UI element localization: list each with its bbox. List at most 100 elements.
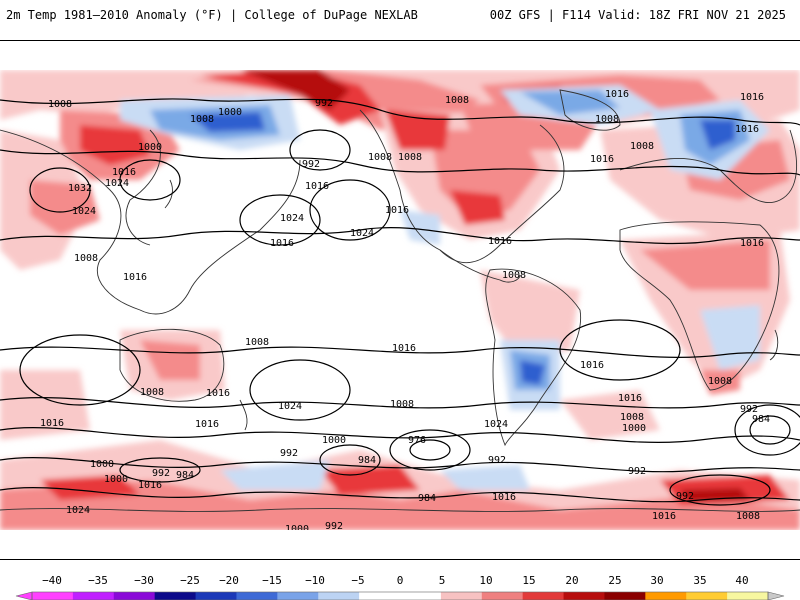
isobar-label: 1008 [620,412,644,423]
isobar-label: 1016 [112,167,136,178]
scale-tick: 40 [735,574,748,587]
isobar-label: 1016 [590,154,614,165]
isobar-label: 984 [418,493,436,504]
scale-swatch [481,592,524,600]
isobar-label: 1008 [390,399,414,410]
isobar-label: 1000 [285,524,309,530]
isobar-label: 1016 [740,238,764,249]
isobar-label: 1016 [270,238,294,249]
isobar-label: 1016 [605,89,629,100]
scale-swatch [113,592,156,600]
isobar-label: 1016 [618,393,642,404]
isobar-label: 1008 [245,337,269,348]
isobar-label: 1008 [140,387,164,398]
isobar-label: 1024 [278,401,302,412]
scale-tick: 15 [522,574,535,587]
isobar-label: 992 [676,491,694,502]
isobar-label: 1016 [305,181,329,192]
map-canvas: .warm-l{fill:#f9c9c9;} .warm-m{fill:#f48… [0,70,800,530]
footer-rule [0,559,800,560]
scale-tick: 10 [479,574,492,587]
isobar-label: 1016 [40,418,64,429]
isobar-label: 1016 [123,272,147,283]
map-title: 2m Temp 1981–2010 Anomaly (°F) | College… [6,8,418,22]
isobar-label: 1016 [492,492,516,503]
scale-swatch [72,592,115,600]
color-scale-swatches [15,591,785,600]
isobar-label: 1008 [708,376,732,387]
scale-swatch [318,592,360,600]
scale-tick: 20 [565,574,578,587]
isobar-label: 1008 [502,270,526,281]
scale-swatch [686,592,728,600]
isobar-label: 1016 [488,236,512,247]
color-scale-ticks: −40 −35 −30 −25 −20 −15 −10 −5 0 5 10 15… [42,574,749,587]
scale-tick: 30 [650,574,663,587]
isobar-label: 1024 [280,213,304,224]
isobar-label: 992 [325,521,343,530]
isobar-label: 1024 [66,505,90,516]
isobar-label: 1008 [48,99,72,110]
isobar-label: 1016 [580,360,604,371]
isobar-label: 1000 [322,435,346,446]
isobar-label: 1008 [74,253,98,264]
isobar-label: 1024 [105,178,129,189]
isobar-label: 1008 [595,114,619,125]
scale-tick: −20 [219,574,239,587]
isobar-label: 1016 [392,343,416,354]
scale-min-arrow [15,591,33,600]
isobar-label: 1016 [652,511,676,522]
scale-swatch [604,592,646,600]
isobar-label: 992 [302,159,320,170]
isobar-label: 1032 [68,183,92,194]
scale-swatch [727,592,769,600]
scale-tick: −15 [262,574,282,587]
isobars [0,98,800,506]
isobar-label: 1016 [385,205,409,216]
isobar-label: 984 [176,470,194,481]
scale-swatch [32,592,74,600]
scale-tick: −5 [351,574,364,587]
scale-swatch [563,592,605,600]
isobar-label: 1008 [190,114,214,125]
isobar-label: 1008 [630,141,654,152]
isobar-label: 992 [315,98,333,109]
isobar-label: 1016 [138,480,162,491]
scale-swatch [195,592,237,600]
isobar-label: 984 [358,455,376,466]
run-info: 00Z GFS | F114 Valid: 18Z FRI NOV 21 202… [489,8,786,22]
scale-tick: −10 [305,574,325,587]
isobar-label: 1008 [398,152,422,163]
isobar-label: 1008 [368,152,392,163]
isobar-label: 1008 [736,511,760,522]
isobar-label: 1000 [622,423,646,434]
isobar-labels: 1008 1000 992 1008 1016 1008 1008 1000 1… [40,89,770,530]
header-bar: 2m Temp 1981–2010 Anomaly (°F) | College… [0,0,800,41]
scale-swatch [440,592,483,600]
scale-swatch [645,592,687,600]
scale-tick: 5 [439,574,446,587]
isobar-label: 992 [740,404,758,415]
scale-tick: 25 [608,574,621,587]
isobar-label: 1016 [735,124,759,135]
temperature-anomaly-shading [0,70,800,530]
scale-swatch [400,592,442,600]
isobar-label: 1000 [104,474,128,485]
isobar-label: 1008 [445,95,469,106]
isobar-label: 992 [280,448,298,459]
anomaly-map: .warm-l{fill:#f9c9c9;} .warm-m{fill:#f48… [0,70,800,530]
isobar-label: 992 [628,466,646,477]
isobar-label: 1024 [350,228,374,239]
scale-swatch [277,592,319,600]
color-scale: −40 −35 −30 −25 −20 −15 −10 −5 0 5 10 15… [0,566,800,600]
scale-tick: 35 [693,574,706,587]
scale-outline [31,591,769,600]
coastlines [0,89,800,512]
isobar-label: 1016 [206,388,230,399]
scale-swatch [236,592,278,600]
scale-tick: −25 [180,574,200,587]
scale-tick: 0 [397,574,404,587]
isobar-label: 1000 [138,142,162,153]
isobar-label: 1016 [740,92,764,103]
isobar-label: 976 [408,435,426,446]
